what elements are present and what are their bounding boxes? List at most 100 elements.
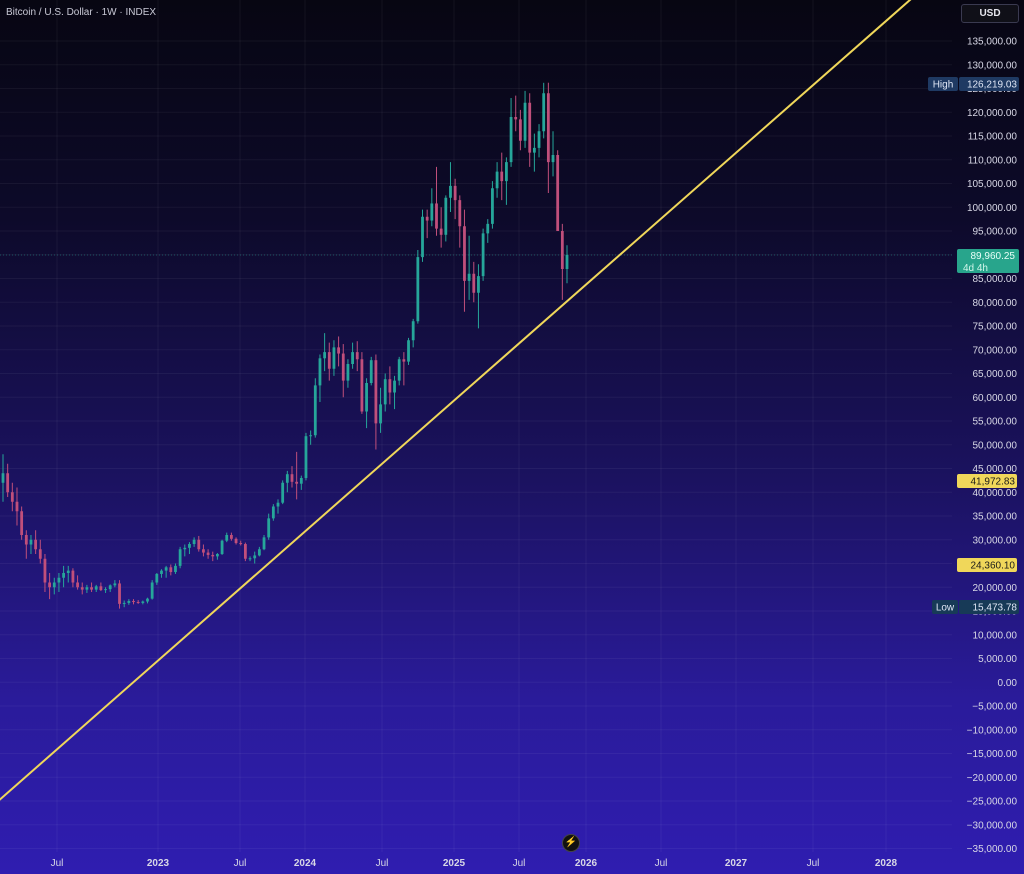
candle	[202, 544, 205, 557]
candle	[127, 599, 131, 605]
candle-body	[481, 233, 485, 277]
y-tick-label: 10,000.00	[973, 630, 1018, 641]
candle	[332, 340, 336, 376]
candle	[271, 504, 275, 521]
candle	[435, 166, 438, 236]
candle	[169, 564, 173, 576]
candle-body	[514, 117, 518, 120]
x-tick-label: 2028	[875, 858, 898, 869]
candle	[323, 333, 327, 372]
candle	[85, 584, 89, 593]
candle-body	[295, 481, 299, 484]
candle-body	[94, 586, 98, 590]
candle	[360, 352, 364, 414]
candle	[239, 540, 243, 546]
y-tick-label: 55,000.00	[973, 417, 1018, 428]
candle-body	[164, 567, 168, 571]
candle	[337, 336, 341, 367]
trend-tag-upper-text: 41,972.83	[971, 477, 1016, 488]
candle-body	[532, 147, 536, 153]
candle	[229, 532, 233, 541]
candle-body	[365, 383, 368, 412]
low-value: 15,473.78	[973, 603, 1018, 614]
time-axis[interactable]: Jul 2023 Jul 2024 Jul 2025 Jul 2026 Jul 2027 Jul 20…	[51, 858, 898, 869]
candle-body	[52, 582, 56, 588]
candle	[379, 387, 382, 433]
candle	[491, 181, 494, 229]
candle	[542, 82, 546, 139]
candle-body	[299, 478, 303, 484]
candle	[299, 475, 303, 490]
candle-body	[34, 539, 38, 550]
y-tick-label: 35,000.00	[973, 512, 1018, 523]
candle	[1, 454, 5, 502]
y-tick-label: 50,000.00	[973, 440, 1018, 451]
candle-body	[337, 347, 341, 354]
candle	[57, 573, 61, 592]
candle	[449, 162, 452, 212]
candle	[155, 573, 159, 585]
candle-body	[551, 155, 555, 163]
candle-body	[15, 501, 19, 512]
x-tick-label: 2026	[575, 858, 598, 869]
candle	[62, 565, 65, 588]
candle-body	[369, 360, 373, 383]
chart-title: Bitcoin / U.S. Dollar · 1W · INDEX	[6, 7, 157, 18]
x-tick-label: Jul	[513, 858, 526, 869]
candle	[132, 599, 135, 605]
y-tick-label: −30,000.00	[967, 820, 1018, 831]
candle	[416, 250, 420, 324]
candle	[439, 207, 443, 248]
candle	[174, 563, 177, 574]
candle-body	[416, 257, 420, 322]
candle-body	[281, 482, 285, 503]
candle	[71, 568, 75, 588]
y-tick-label: 5,000.00	[978, 654, 1017, 665]
candle	[327, 342, 331, 381]
candle	[15, 487, 19, 526]
candle	[94, 584, 98, 592]
candle-body	[38, 549, 42, 559]
candle-body	[243, 544, 247, 559]
candle-body	[169, 567, 173, 573]
candle-body	[136, 601, 140, 603]
trendline[interactable]	[0, 0, 960, 817]
candle-body	[183, 547, 187, 550]
candle-body	[509, 117, 513, 163]
candle-body	[374, 360, 378, 424]
candle-body	[402, 359, 406, 362]
candle	[20, 506, 24, 540]
candle	[393, 375, 396, 410]
candle-body	[425, 216, 429, 221]
candle	[295, 451, 299, 500]
candle-body	[505, 162, 508, 182]
candle-body	[118, 583, 121, 604]
y-tick-label: 60,000.00	[973, 393, 1018, 404]
candle	[104, 587, 107, 593]
currency-button[interactable]: USD	[961, 4, 1019, 23]
candle-body	[150, 582, 154, 599]
candle-body	[216, 554, 219, 557]
candle	[243, 542, 247, 562]
trendline-layer	[0, 0, 960, 817]
y-tick-label: −15,000.00	[967, 749, 1018, 760]
candle-body	[155, 573, 159, 583]
candle-body	[304, 436, 308, 478]
lightning-icon[interactable]: ⚡	[562, 834, 580, 852]
candle-body	[327, 352, 331, 369]
candle-body	[393, 380, 396, 393]
y-tick-label: −10,000.00	[967, 725, 1018, 736]
x-tick-label: Jul	[51, 858, 64, 869]
candle-body	[24, 535, 28, 545]
candle-body	[197, 539, 201, 550]
price-axis[interactable]: 135,000.00130,000.00125,000.00120,000.00…	[967, 37, 1018, 856]
candle-body	[20, 511, 24, 535]
candle	[66, 565, 70, 583]
candle-body	[537, 131, 541, 148]
candle	[146, 597, 149, 604]
candle	[495, 162, 499, 198]
